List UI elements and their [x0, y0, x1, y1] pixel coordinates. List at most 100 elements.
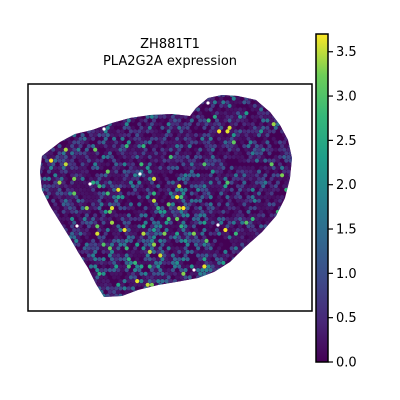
expression-spot [49, 151, 54, 156]
expression-spot [66, 297, 70, 301]
expression-spot [299, 97, 303, 101]
expression-spot [229, 195, 234, 200]
expression-spot [146, 297, 150, 301]
expression-spot [156, 271, 161, 276]
expression-spot [154, 151, 159, 156]
expression-spot [86, 144, 91, 149]
expression-spot [76, 264, 81, 269]
expression-spot [214, 198, 220, 203]
expression-spot [141, 297, 145, 301]
expression-spot [32, 290, 36, 294]
expression-spot [95, 180, 100, 185]
expression-spot [86, 151, 91, 156]
expression-spot [70, 144, 75, 149]
expression-spot [252, 220, 257, 225]
expression-spot [62, 86, 66, 90]
expression-spot [271, 95, 276, 98]
expression-spot [210, 242, 215, 247]
expression-spot [93, 213, 98, 218]
expression-spot [295, 118, 299, 122]
expression-spot [286, 279, 291, 284]
expression-spot [76, 242, 81, 247]
expression-spot [267, 129, 272, 134]
expression-spot [240, 279, 245, 284]
expression-spot [114, 235, 119, 240]
expression-spot [200, 202, 205, 207]
expression-spot [166, 246, 171, 251]
expression-spot [200, 86, 204, 90]
expression-spot [297, 290, 301, 294]
expression-spot [242, 144, 247, 149]
expression-spot [34, 184, 38, 188]
expression-spot [213, 305, 217, 309]
expression-spot [126, 111, 131, 116]
expression-spot [170, 231, 175, 236]
expression-spot [301, 275, 305, 279]
expression-spot [254, 114, 259, 119]
expression-spot [240, 257, 245, 262]
expression-spot [120, 165, 125, 170]
expression-spot [78, 209, 83, 214]
expression-spot [95, 86, 99, 90]
colorbar-tick-label: 0.0 [336, 356, 357, 371]
expression-spot [189, 249, 194, 254]
expression-spot [234, 297, 238, 301]
expression-spot [265, 125, 270, 130]
expression-spot [53, 122, 58, 127]
expression-spot [200, 187, 205, 192]
expression-spot [91, 187, 96, 192]
expression-spot [240, 264, 245, 269]
expression-spot [303, 133, 307, 137]
expression-spot [91, 136, 96, 141]
expression-spot [122, 118, 127, 123]
expression-spot [109, 103, 115, 108]
expression-spot [40, 249, 43, 254]
expression-spot [280, 202, 285, 207]
expression-spot [254, 253, 259, 258]
expression-spot [286, 169, 291, 174]
expression-spot [179, 158, 184, 163]
expression-spot [242, 107, 247, 112]
expression-spot [225, 114, 230, 119]
expression-spot [141, 195, 146, 200]
expression-spot [46, 103, 52, 108]
expression-spot [82, 268, 87, 273]
expression-spot [95, 114, 100, 119]
expression-spot [280, 268, 285, 273]
expression-spot [32, 224, 36, 228]
expression-spot [235, 206, 241, 211]
expression-spot [40, 125, 43, 130]
expression-spot [202, 213, 207, 218]
expression-spot [204, 282, 209, 287]
expression-spot [250, 158, 255, 163]
expression-spot [158, 275, 163, 280]
expression-spot [284, 260, 289, 265]
expression-spot [231, 111, 236, 116]
expression-spot [135, 103, 140, 108]
expression-spot [55, 125, 60, 130]
expression-spot [244, 198, 249, 203]
expression-spot [137, 151, 142, 156]
expression-spot [151, 103, 157, 108]
expression-spot [156, 249, 161, 254]
expression-spot [147, 191, 152, 196]
expression-spot [204, 173, 209, 178]
expression-spot [143, 154, 148, 160]
expression-spot [235, 111, 241, 116]
expression-spot [139, 227, 144, 233]
expression-spot [219, 242, 224, 247]
expression-spot [91, 195, 96, 200]
expression-spot [267, 187, 272, 192]
expression-spot [271, 187, 276, 192]
expression-spot [46, 227, 52, 233]
expression-spot [149, 144, 154, 149]
expression-spot [217, 107, 222, 112]
expression-spot [231, 176, 236, 181]
expression-spot [103, 275, 108, 280]
expression-spot [233, 173, 238, 178]
expression-spot [61, 107, 66, 112]
expression-spot [288, 268, 292, 273]
expression-spot [221, 216, 226, 222]
expression-spot [175, 275, 180, 280]
expression-spot [57, 122, 62, 127]
